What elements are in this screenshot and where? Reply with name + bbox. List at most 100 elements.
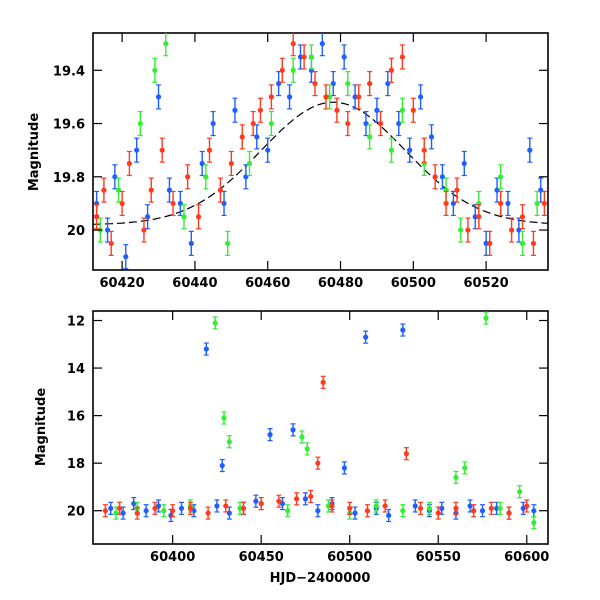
bottom-panel: 60400 60450 60500 60550 60600 12 14 16 18 20 Magn… <box>34 310 549 586</box>
bottom-x-tick-label: 60600 <box>504 550 549 565</box>
top-data-point <box>257 107 264 113</box>
top-data-point <box>421 147 427 153</box>
top-data-point <box>367 80 373 87</box>
top-data-point <box>290 41 296 47</box>
top-data-point <box>323 94 329 100</box>
bottom-data-point <box>170 508 176 514</box>
top-data-point <box>443 200 449 207</box>
top-data-point <box>498 174 504 180</box>
bottom-data-point <box>134 510 140 516</box>
bottom-data-layer <box>102 311 537 530</box>
bottom-data-point <box>488 505 494 511</box>
top-data-point <box>519 240 526 246</box>
top-data-point <box>232 107 238 113</box>
top-data-point <box>206 147 213 153</box>
top-data-point <box>352 94 358 100</box>
bottom-data-point <box>400 327 406 333</box>
bottom-data-point <box>219 462 225 469</box>
bottom-data-point <box>531 508 537 514</box>
top-data-point <box>228 160 234 167</box>
bottom-data-point <box>212 320 218 326</box>
bottom-x-tick-label: 60500 <box>327 550 372 565</box>
top-data-point <box>407 147 413 153</box>
top-data-point <box>527 147 533 153</box>
bottom-data-point <box>214 503 220 509</box>
top-data-point <box>483 240 489 246</box>
top-data-point <box>312 80 318 87</box>
bottom-data-point <box>203 346 209 352</box>
bottom-data-point <box>471 508 477 514</box>
top-data-point <box>286 94 293 100</box>
top-data-point <box>356 94 362 100</box>
bottom-data-point <box>412 503 418 509</box>
bottom-data-point <box>320 379 326 385</box>
top-data-point <box>334 107 340 113</box>
top-y-tick-label: 19.6 <box>53 118 85 133</box>
bottom-data-point <box>293 496 300 502</box>
bottom-data-point <box>417 505 424 511</box>
top-data-point <box>94 214 100 220</box>
bottom-data-point <box>531 520 537 526</box>
bottom-data-point <box>187 505 193 511</box>
top-data-point <box>148 187 154 193</box>
top-data-point <box>410 107 416 113</box>
top-data-point <box>279 67 285 73</box>
bottom-y-axis-label: Magnitude <box>34 388 49 467</box>
top-data-point <box>123 254 129 260</box>
bottom-x-tick-label: 60550 <box>416 550 461 565</box>
bottom-data-point <box>517 489 523 495</box>
bottom-data-point <box>341 465 348 471</box>
top-x-tick-label: 60440 <box>172 276 217 291</box>
top-data-point <box>203 174 209 180</box>
top-data-point <box>458 227 464 233</box>
top-data-point <box>327 94 333 100</box>
bottom-data-point <box>116 505 123 511</box>
top-data-point <box>461 160 467 167</box>
top-data-point <box>119 200 125 207</box>
top-series-1 <box>97 33 540 256</box>
top-data-point <box>465 227 471 233</box>
top-x-tick-label: 60460 <box>245 276 290 291</box>
bottom-x-tick-label: 60400 <box>150 550 195 565</box>
top-data-point <box>541 200 547 207</box>
bottom-data-point <box>363 334 369 340</box>
bottom-plot-frame <box>92 310 549 545</box>
top-data-point <box>487 240 493 246</box>
bottom-series-2 <box>102 375 530 520</box>
bottom-data-point <box>329 503 335 509</box>
bottom-data-point <box>453 474 459 481</box>
top-data-point <box>498 200 504 207</box>
top-data-point <box>345 80 351 87</box>
top-data-point <box>152 67 158 73</box>
top-data-point <box>265 147 271 153</box>
bottom-data-point <box>373 503 379 509</box>
bottom-data-point <box>302 496 309 502</box>
top-data-point <box>134 147 140 153</box>
bottom-y-tick-label: 16 <box>67 410 85 425</box>
top-data-point <box>388 67 395 73</box>
bottom-data-point <box>240 505 247 511</box>
top-x-tick-label: 60500 <box>391 276 436 291</box>
bottom-data-point <box>102 508 108 514</box>
bottom-data-point <box>161 508 167 514</box>
bottom-data-point <box>221 415 227 421</box>
top-data-point <box>268 120 274 127</box>
bottom-data-point <box>426 505 432 511</box>
bottom-data-point <box>290 427 296 433</box>
bottom-data-point <box>506 510 512 516</box>
top-data-point <box>367 134 373 140</box>
top-data-point <box>225 240 231 246</box>
top-data-point <box>246 160 253 167</box>
top-data-point <box>185 174 191 180</box>
top-data-point <box>155 94 162 100</box>
bottom-y-tick-label: 14 <box>67 362 85 377</box>
bottom-data-point <box>299 434 305 440</box>
top-data-point <box>399 107 405 113</box>
top-data-point <box>534 200 540 207</box>
bottom-data-point <box>364 508 371 514</box>
bottom-data-point <box>108 505 114 511</box>
bottom-data-point <box>258 500 264 507</box>
bottom-data-point <box>382 503 388 509</box>
top-data-point <box>341 54 347 60</box>
